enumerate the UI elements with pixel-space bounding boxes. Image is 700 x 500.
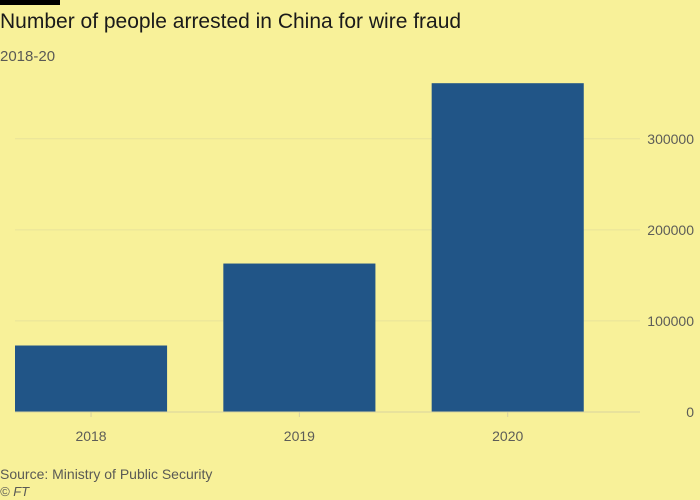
x-tick-label-2018: 2018 <box>75 428 106 444</box>
y-tick-label-0: 0 <box>686 404 694 420</box>
y-tick-label-200000: 200000 <box>647 222 694 238</box>
copyright-credit: © FT <box>0 484 30 499</box>
y-axis-ticks: 0 100000 200000 300000 <box>647 131 694 420</box>
bar-2018 <box>15 345 168 412</box>
y-tick-label-300000: 300000 <box>647 131 694 147</box>
chart-title: Number of people arrested in China for w… <box>0 10 462 33</box>
chart-subtitle: 2018-20 <box>0 48 56 65</box>
y-tick-label-100000: 100000 <box>647 313 694 329</box>
x-tick-label-2020: 2020 <box>492 428 523 444</box>
x-axis-ticks: 2018 2019 2020 <box>15 411 640 444</box>
bar-2019 <box>223 263 376 412</box>
bar-2020 <box>431 83 584 412</box>
x-tick-label-2019: 2019 <box>284 428 315 444</box>
brand-bar <box>0 0 60 5</box>
source-note: Source: Ministry of Public Security <box>0 466 213 482</box>
bars <box>15 83 584 412</box>
